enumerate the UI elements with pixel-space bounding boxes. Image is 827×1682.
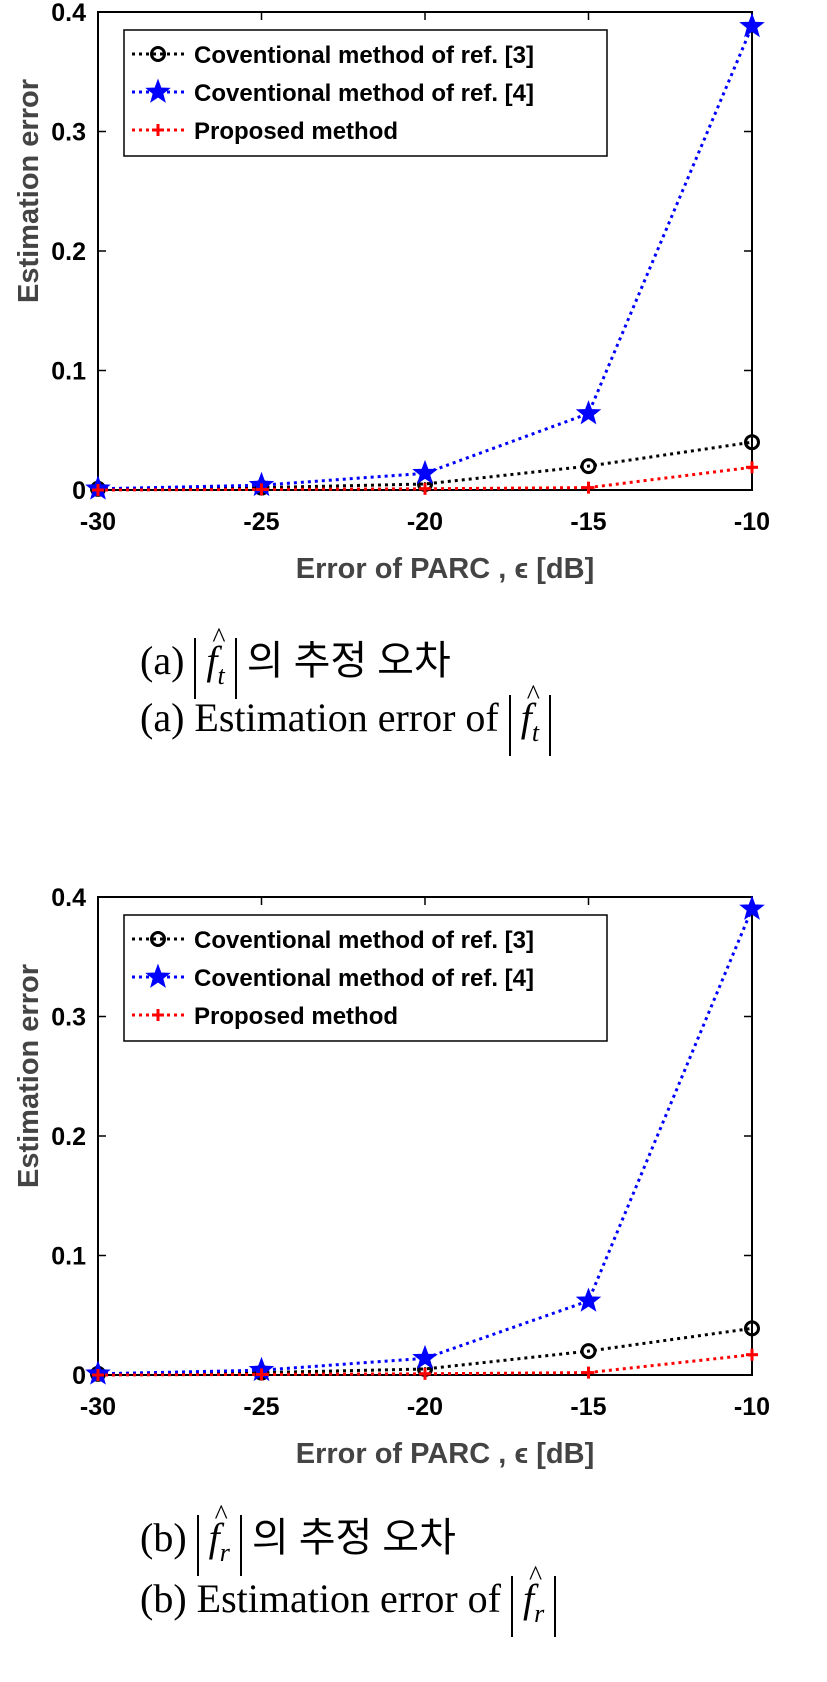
chart-a-series-line <box>97 440 753 491</box>
chart-a-data-point <box>739 12 765 38</box>
chart-a-data-point <box>575 400 602 425</box>
chart-a-xtick-label: -10 <box>734 508 770 536</box>
chart-a-legend-item: Coventional method of ref. [4] <box>132 78 534 107</box>
chart-b-xtick-label: -15 <box>570 1393 606 1421</box>
caption-a-korean-symbol: ft <box>194 616 237 699</box>
caption-b-korean-text: 의 추정 오차 <box>251 1515 456 1560</box>
chart-a-xtick-label: -25 <box>243 508 279 536</box>
chart-b-data-point <box>580 1343 597 1360</box>
chart-b-legend-item: Coventional method of ref. [3] <box>132 927 534 954</box>
chart-b-xtick-label: -10 <box>734 1393 770 1421</box>
chart-a-y-axis-title: Estimation error <box>13 79 45 303</box>
chart-a-legend-marker <box>152 124 164 136</box>
chart-a-data-point <box>580 458 597 475</box>
chart-a-legend-label: Proposed method <box>194 118 398 145</box>
chart-b-ytick-label: 0 <box>72 1362 86 1390</box>
chart-a-xtick-label: -15 <box>570 508 606 536</box>
chart-a-xtick-label: -20 <box>407 508 443 536</box>
chart-b-legend: Coventional method of ref. [3] Coventiona… <box>123 914 608 1042</box>
chart-b-ytick-label: 0.2 <box>51 1123 86 1151</box>
chart-b-data-point <box>412 1344 438 1370</box>
figure-panel-b: -30 -25 -20 -15 -10 0 0.1 0.2 0.3 0.4 Error of PAR… <box>0 885 827 1682</box>
chart-b-data-point <box>739 895 765 920</box>
chart-b-y-axis-title: Estimation error <box>13 964 45 1188</box>
chart-b-data-point <box>582 1366 595 1379</box>
chart-a-series-3 <box>92 461 758 496</box>
chart-b-data-point <box>92 1369 104 1381</box>
caption-a-korean-text: 의 추정 오차 <box>246 638 451 683</box>
caption-b-english-text: (b) Estimation error of <box>140 1576 501 1621</box>
chart-b-ytick-label: 0.3 <box>51 1004 86 1032</box>
chart-b-series-3 <box>92 1348 758 1381</box>
chart-a-data-point <box>92 484 104 496</box>
chart-b-legend-label: Coventional method of ref. [3] <box>194 927 534 954</box>
chart-b-legend-label: Coventional method of ref. [4] <box>194 965 534 992</box>
chart-b-xtick-label: -30 <box>80 1393 116 1421</box>
chart-a-data-point <box>255 483 268 496</box>
chart-a-data-point <box>746 461 758 474</box>
caption-b-english-symbol: fr <box>511 1554 557 1637</box>
chart-a-legend-marker <box>145 78 171 103</box>
chart-a-legend-label: Coventional method of ref. [4] <box>194 80 534 107</box>
chart-b-data-point <box>419 1367 431 1380</box>
chart-a-ytick-label: 0.2 <box>51 238 86 266</box>
chart-b-legend-marker <box>145 963 171 988</box>
chart-a: -30 -25 -20 -15 -10 0 0.1 0.2 0.3 0.4 Error of PAR… <box>13 0 770 585</box>
chart-a-data-point <box>744 434 760 451</box>
caption-b-korean-label: (b) <box>140 1515 187 1560</box>
chart-b-data-point <box>746 1348 758 1361</box>
chart-b-data-point <box>575 1287 602 1312</box>
chart-a-legend: Coventional method of ref. [3] Coventiona… <box>123 29 608 157</box>
chart-b-data-point <box>255 1368 268 1381</box>
chart-b-xtick-label: -20 <box>407 1393 443 1421</box>
chart-a-legend-box <box>123 29 608 157</box>
chart-b: -30 -25 -20 -15 -10 0 0.1 0.2 0.3 0.4 Error of PAR… <box>13 885 770 1470</box>
chart-b-legend-marker <box>152 1009 164 1021</box>
caption-b-korean-symbol: fr <box>196 1493 242 1576</box>
chart-a-data-point <box>582 481 595 494</box>
chart-b-legend-label: Proposed method <box>194 1003 398 1030</box>
chart-a-ytick-label: 0.3 <box>51 119 86 147</box>
chart-a-legend-item: Coventional method of ref. [3] <box>132 42 534 69</box>
chart-a-ytick-label: 0 <box>72 477 86 505</box>
chart-b-ytick-label: 0.4 <box>51 885 86 912</box>
chart-b-series-line <box>97 1326 753 1376</box>
chart-a-x-axis-title: Error of PARC , ϵ [dB] <box>296 553 595 585</box>
chart-a-xtick-label: -30 <box>80 508 116 536</box>
caption-a-korean-label: (a) <box>140 638 185 683</box>
chart-a-legend-label: Coventional method of ref. [3] <box>194 42 534 69</box>
chart-a-ytick-label: 0.4 <box>51 0 86 27</box>
chart-b-ytick-label: 0.1 <box>51 1243 86 1271</box>
chart-a-legend-item: Proposed method <box>132 118 398 145</box>
chart-b-x-axis-title: Error of PARC , ϵ [dB] <box>296 1438 595 1470</box>
chart-a-ytick-label: 0.1 <box>51 358 86 386</box>
chart-b-xtick-label: -25 <box>243 1393 279 1421</box>
chart-b-legend-item: Coventional method of ref. [4] <box>132 963 534 992</box>
chart-b-legend-marker <box>150 931 166 947</box>
chart-b-legend-item: Proposed method <box>132 1003 398 1030</box>
caption-a-english-symbol: ft <box>508 673 552 756</box>
chart-a-data-point <box>419 482 431 495</box>
chart-b-legend-box <box>123 914 608 1042</box>
chart-a-legend-marker <box>150 46 166 62</box>
chart-a-data-point <box>412 459 438 485</box>
caption-a-english-text: (a) Estimation error of <box>140 695 499 740</box>
figure-panel-a: -30 -25 -20 -15 -10 0 0.1 0.2 0.3 0.4 Error of PAR… <box>0 0 827 841</box>
chart-b-data-point <box>744 1320 760 1337</box>
